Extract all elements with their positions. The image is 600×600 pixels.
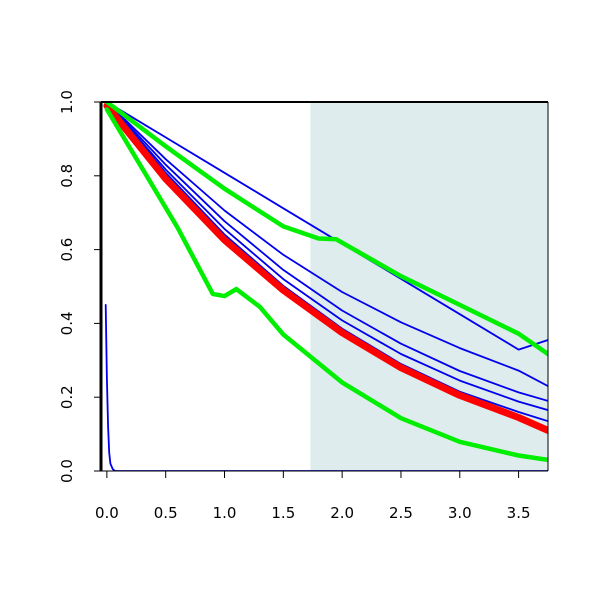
plot-area [103,102,548,471]
x-tick-label-3: 1.5 [271,504,295,522]
x-tick-label-2: 1.0 [213,504,237,522]
shaded-region [310,102,548,471]
x-tick-label-7: 3.5 [507,504,531,522]
series-group [103,102,548,471]
red-line-6 [103,102,548,434]
x-tick-label-5: 2.5 [389,504,413,522]
x-tick-label-6: 3.0 [448,504,472,522]
x-tick-label-1: 0.5 [154,504,178,522]
y-tick-label-0: 0.0 [58,459,76,483]
y-tick-label-2: 0.4 [58,311,76,335]
green-line-7 [104,102,548,357]
blue-line-3 [106,102,548,402]
y-tick-label-3: 0.6 [58,238,76,262]
green-line-8 [104,107,548,463]
y-tick-label-4: 0.8 [58,164,76,188]
x-tick-label-4: 2.0 [330,504,354,522]
blue-line-4 [106,102,548,412]
y-tick-label-1: 0.2 [58,385,76,409]
blue-line-2 [106,102,548,388]
axes: 0.0 0.5 1.0 1.5 2.0 2.5 3.0 3.5 0.0 0.2 0.4 0.6 0.8 1… [58,90,549,522]
x-tick-label-0: 0.0 [95,504,119,522]
y-tick-label-5: 1.0 [58,90,76,114]
